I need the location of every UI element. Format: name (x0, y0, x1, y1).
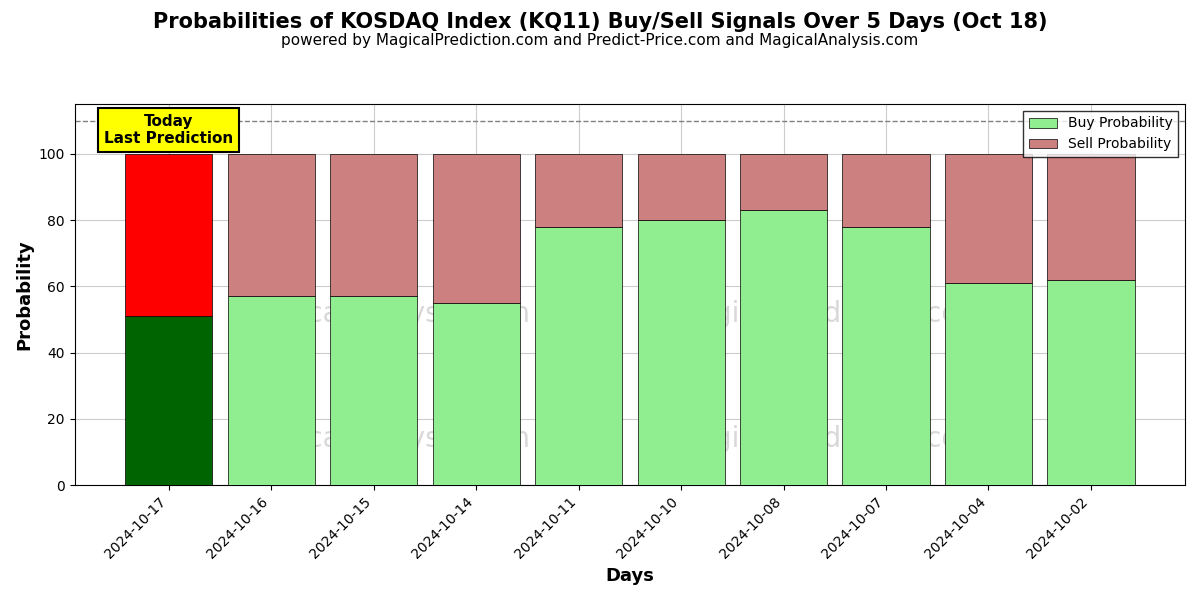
Text: MagicalAnalysis.com: MagicalAnalysis.com (241, 425, 530, 454)
Text: MagicalPrediction.com: MagicalPrediction.com (673, 299, 986, 328)
Bar (330, 296, 418, 485)
Bar (535, 154, 622, 227)
Text: Probabilities of KOSDAQ Index (KQ11) Buy/Sell Signals Over 5 Days (Oct 18): Probabilities of KOSDAQ Index (KQ11) Buy… (152, 12, 1048, 32)
Bar (330, 154, 418, 296)
Bar (637, 154, 725, 220)
Bar (637, 220, 725, 485)
Bar (944, 283, 1032, 485)
Bar (228, 154, 314, 296)
Bar (740, 210, 827, 485)
Text: MagicalAnalysis.com: MagicalAnalysis.com (241, 299, 530, 328)
Bar (1048, 154, 1134, 280)
Text: MagicalPrediction.com: MagicalPrediction.com (673, 425, 986, 454)
X-axis label: Days: Days (605, 567, 654, 585)
Legend: Buy Probability, Sell Probability: Buy Probability, Sell Probability (1024, 111, 1178, 157)
Bar (842, 154, 930, 227)
Y-axis label: Probability: Probability (16, 239, 34, 350)
Bar (1048, 280, 1134, 485)
Bar (944, 154, 1032, 283)
Text: powered by MagicalPrediction.com and Predict-Price.com and MagicalAnalysis.com: powered by MagicalPrediction.com and Pre… (281, 33, 919, 48)
Bar (740, 154, 827, 210)
Bar (535, 227, 622, 485)
Bar (842, 227, 930, 485)
Text: Today
Last Prediction: Today Last Prediction (104, 114, 233, 146)
Bar (432, 303, 520, 485)
Bar (432, 154, 520, 303)
Bar (125, 154, 212, 316)
Bar (228, 296, 314, 485)
Bar (125, 316, 212, 485)
